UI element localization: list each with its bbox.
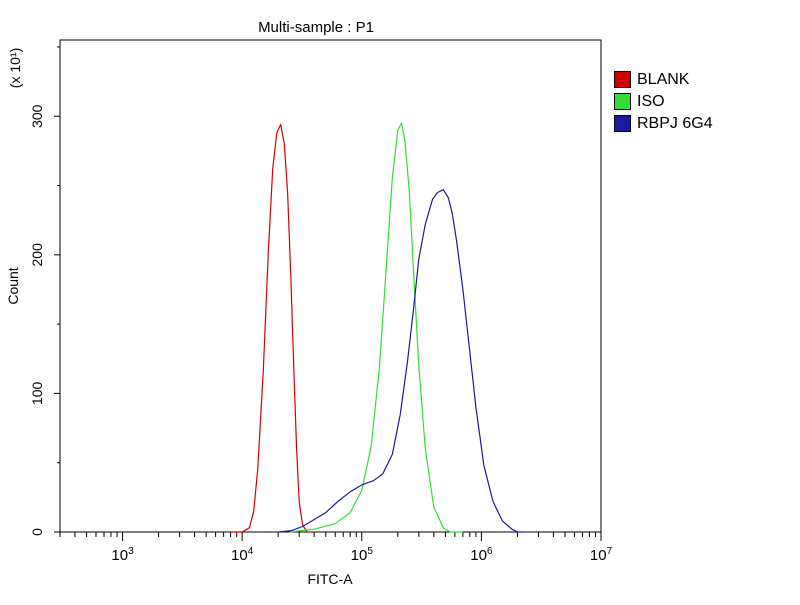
- y-tick-label: 200: [29, 243, 45, 267]
- y-tick-label: 300: [29, 104, 45, 128]
- legend-swatch: [614, 114, 631, 132]
- legend-label: RBPJ 6G4: [637, 114, 713, 132]
- y-tick-label: 0: [29, 528, 45, 536]
- legend-item: RBPJ 6G4: [614, 112, 713, 134]
- x-tick-label: 105: [351, 546, 374, 564]
- series-line-rbpj-6g4: [278, 189, 525, 533]
- series-layer: [230, 122, 525, 533]
- series-line-blank: [230, 123, 315, 533]
- legend-item: BLANK: [614, 68, 713, 90]
- x-axis-label: FITC-A: [307, 571, 353, 587]
- series-line-iso: [289, 122, 463, 533]
- x-tick-exponent: 3: [128, 546, 134, 557]
- legend: BLANK ISO RBPJ 6G4: [614, 68, 713, 134]
- legend-label: BLANK: [637, 70, 690, 88]
- y-axis-label: Count: [5, 267, 21, 304]
- x-tick-label: 103: [111, 546, 134, 564]
- x-tick-label: 104: [231, 546, 254, 564]
- y-tick-label: 100: [29, 382, 45, 406]
- axes: 103 104 105 106 107 0 100 200 300: [29, 46, 613, 564]
- x-tick-exponent: 6: [487, 546, 493, 557]
- legend-swatch: [614, 92, 631, 110]
- x-tick-label: 107: [590, 546, 613, 564]
- legend-swatch: [614, 70, 631, 88]
- chart-title: Multi-sample : P1: [258, 19, 374, 36]
- x-tick-exponent: 4: [248, 546, 254, 557]
- y-axis-multiplier: (x 10¹): [7, 48, 23, 88]
- x-tick-exponent: 5: [367, 546, 373, 557]
- legend-label: ISO: [637, 92, 665, 110]
- legend-item: ISO: [614, 90, 713, 112]
- plot-frame: [59, 39, 602, 533]
- x-tick-exponent: 7: [607, 546, 613, 557]
- x-tick-label: 106: [470, 546, 493, 564]
